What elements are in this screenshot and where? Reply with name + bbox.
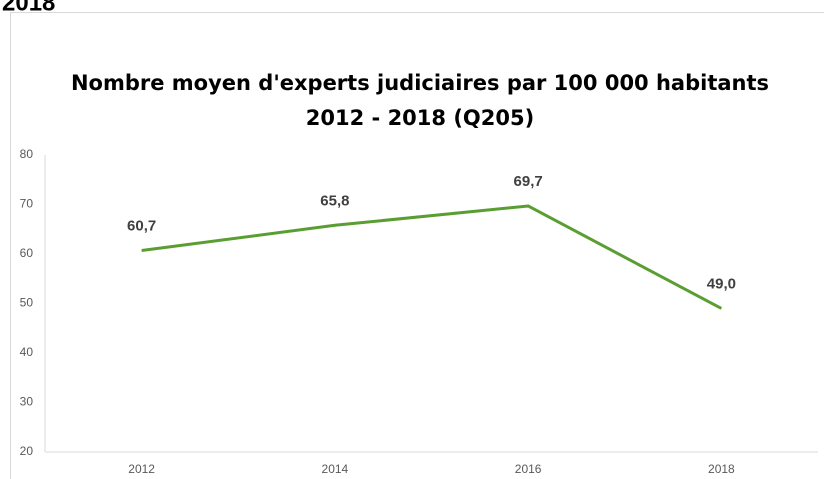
y-tick-label: 70	[20, 197, 34, 211]
y-tick-label: 60	[20, 246, 34, 260]
x-tick-label: 2012	[128, 462, 155, 476]
data-label: 60,7	[127, 218, 156, 235]
y-tick-label: 80	[20, 147, 34, 161]
y-tick-label: 20	[20, 444, 34, 458]
line	[141, 204, 723, 310]
y-tick-label: 50	[20, 296, 34, 310]
x-tick-label: 2014	[322, 462, 349, 476]
chart-title: Nombre moyen d'experts judiciaires par 1…	[71, 71, 769, 95]
data-label: 49,0	[707, 275, 736, 292]
data-label: 69,7	[514, 173, 543, 190]
x-tick-label: 2016	[515, 462, 542, 476]
chart-frame	[10, 12, 824, 479]
chart-subtitle: 2012 - 2018 (Q205)	[306, 106, 534, 130]
data-label: 65,8	[320, 192, 349, 209]
x-tick-label: 2018	[708, 462, 735, 476]
y-tick-label: 30	[20, 395, 34, 409]
y-tick-label: 40	[20, 345, 34, 359]
